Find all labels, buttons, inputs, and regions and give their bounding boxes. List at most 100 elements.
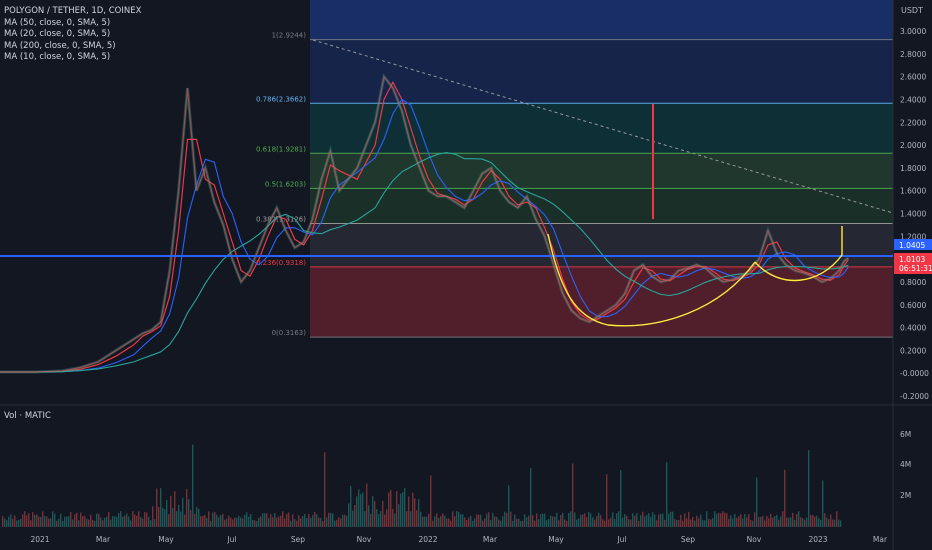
volume-bar xyxy=(506,512,508,527)
volume-bar xyxy=(62,520,64,527)
volume-bar xyxy=(626,515,628,527)
volume-bar xyxy=(414,498,416,527)
volume-bar xyxy=(338,517,340,527)
volume-bar xyxy=(428,513,430,527)
volume-bar xyxy=(146,512,148,527)
y-tick-label: 0.4000 xyxy=(900,324,926,333)
fib-level-label: 0.5(1.6203) xyxy=(265,180,306,188)
volume-tick-label: 6M xyxy=(900,430,911,439)
volume-bar xyxy=(316,514,318,527)
volume-bar xyxy=(336,519,338,527)
y-tick-label: 1.8000 xyxy=(900,164,926,173)
volume-bar xyxy=(332,513,334,527)
volume-bar xyxy=(640,515,642,527)
legend-ma-20[interactable]: MA (20, close, 0, SMA, 5) xyxy=(4,29,111,39)
volume-bar xyxy=(202,516,204,527)
legend-ma-50[interactable]: MA (50, close, 0, SMA, 5) xyxy=(4,17,111,28)
volume-bar xyxy=(832,519,834,527)
volume-bar xyxy=(742,518,744,527)
legend-ma-200[interactable]: MA (200, close, 0, SMA, 5) xyxy=(4,40,116,51)
volume-bar xyxy=(554,516,556,527)
volume-bar xyxy=(634,515,636,527)
volume-bar xyxy=(388,492,390,527)
volume-bar xyxy=(568,512,570,527)
volume-bar xyxy=(94,520,96,527)
volume-bar xyxy=(278,516,280,527)
volume-bar xyxy=(310,517,312,527)
volume-bar xyxy=(770,513,772,527)
volume-pane-label[interactable]: Vol · MATIC xyxy=(4,411,51,421)
volume-bar xyxy=(296,520,298,527)
volume-bar xyxy=(782,511,784,527)
volume-bar xyxy=(398,504,400,527)
volume-bar xyxy=(530,467,532,527)
volume-bar xyxy=(826,517,828,527)
volume-bar xyxy=(210,520,212,527)
volume-bar xyxy=(406,511,408,527)
volume-bar xyxy=(480,514,482,527)
volume-bar xyxy=(214,511,216,527)
volume-bar xyxy=(130,520,132,527)
volume-bar xyxy=(64,516,66,527)
volume-bar xyxy=(758,517,760,527)
volume-bar xyxy=(262,513,264,527)
volume-bar xyxy=(150,520,152,527)
volume-bar xyxy=(246,512,248,527)
volume-bar xyxy=(358,489,360,527)
volume-bar xyxy=(256,520,258,527)
volume-bar xyxy=(118,513,120,527)
volume-bar xyxy=(60,513,62,527)
volume-bar xyxy=(652,512,654,527)
volume-bar xyxy=(416,510,418,527)
volume-bar xyxy=(392,508,394,527)
volume-bar xyxy=(42,511,44,527)
drawings xyxy=(0,39,894,327)
volume-bar xyxy=(160,488,162,527)
volume-bar xyxy=(614,518,616,527)
volume-bar xyxy=(144,511,146,527)
fib-level-label: 0.236(0.9318) xyxy=(256,259,306,267)
volume-bar xyxy=(700,514,702,527)
volume-bar xyxy=(192,444,194,527)
volume-bar xyxy=(780,516,782,527)
volume-bar xyxy=(134,514,136,527)
volume-bar xyxy=(616,513,618,527)
volume-bar xyxy=(808,450,810,527)
volume-bar xyxy=(74,514,76,527)
volume-bar xyxy=(778,519,780,527)
volume-bar xyxy=(628,519,630,527)
legend-ma-10[interactable]: MA (10, close, 0, SMA, 5) xyxy=(4,52,111,62)
volume-bar xyxy=(370,514,372,527)
volume-bar xyxy=(96,513,98,527)
legend-title[interactable]: POLYGON / TETHER, 1D, COINEX xyxy=(4,6,142,16)
volume-bar xyxy=(816,515,818,527)
volume-bar xyxy=(26,515,28,527)
volume-bar xyxy=(326,517,328,527)
volume-bar xyxy=(642,511,644,527)
volume-bar xyxy=(124,515,126,527)
volume-bar xyxy=(632,513,634,527)
volume-bar xyxy=(656,520,658,527)
y-tick-label: 0.2000 xyxy=(900,346,926,355)
volume-bar xyxy=(596,516,598,527)
volume-bar xyxy=(572,463,574,527)
currency-label: USDT xyxy=(901,6,923,15)
volume-bar xyxy=(466,519,468,527)
volume-bar xyxy=(740,514,742,527)
volume-bar xyxy=(28,513,30,527)
x-tick-label: May xyxy=(548,535,564,544)
fib-zone xyxy=(310,223,893,267)
volume-bar xyxy=(482,520,484,527)
volume-bar xyxy=(548,518,550,527)
volume-bar xyxy=(318,517,320,527)
volume-bar xyxy=(686,518,688,527)
volume-bar xyxy=(376,509,378,527)
chart-legend: POLYGON / TETHER, 1D, COINEX MA (50, clo… xyxy=(4,6,141,64)
volume-bar xyxy=(32,512,34,527)
volume-bar xyxy=(620,470,622,527)
volume-bar xyxy=(66,516,68,527)
volume-bar xyxy=(484,518,486,527)
volume-bar xyxy=(678,519,680,527)
volume-bar xyxy=(18,519,20,527)
